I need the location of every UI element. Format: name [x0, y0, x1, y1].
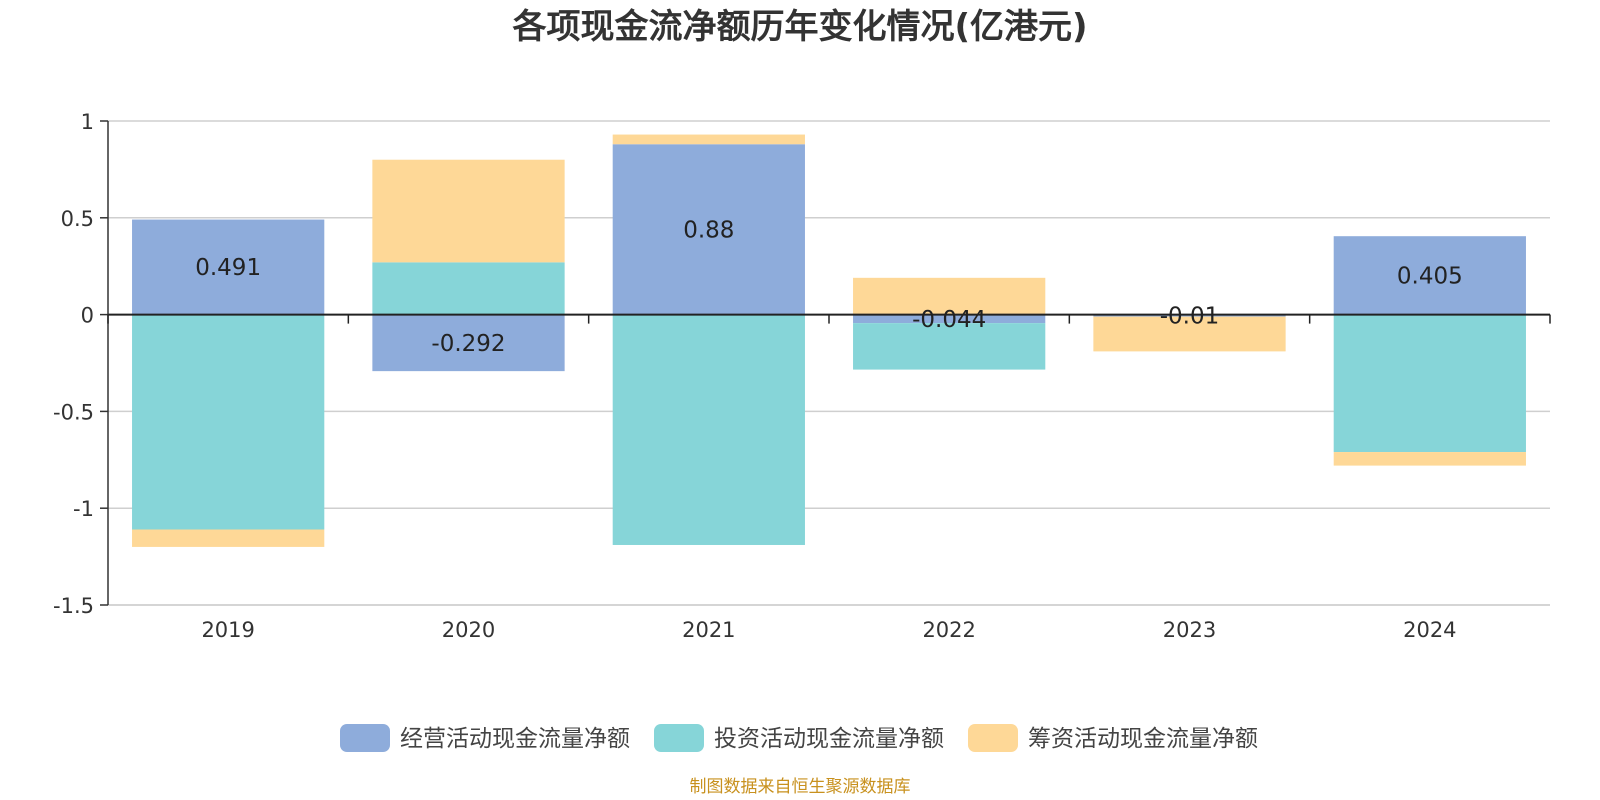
bar-series-2-2023[interactable]: [1093, 316, 1286, 352]
chart-title: 各项现金流净额历年变化情况(亿港元): [512, 7, 1087, 47]
data-label-2021: 0.88: [683, 217, 734, 243]
legend-swatch: [340, 724, 390, 752]
bar-series-2-2020[interactable]: [372, 159, 565, 263]
legend-item-2[interactable]: 筹资活动现金流量净额: [968, 724, 1258, 752]
legend-label: 筹资活动现金流量净额: [1028, 726, 1258, 752]
bar-series-1-2022[interactable]: [853, 323, 1046, 370]
y-tick-label: 0: [81, 304, 94, 328]
legend-label: 投资活动现金流量净额: [714, 726, 944, 752]
legend-item-0[interactable]: 经营活动现金流量净额: [340, 724, 630, 752]
bar-series-1-2020[interactable]: [372, 262, 565, 315]
source-text: 制图数据来自恒生聚源数据库: [690, 777, 911, 797]
y-tick-label: 0.5: [61, 207, 94, 231]
data-label-2022: -0.044: [912, 307, 986, 333]
legend-swatch: [968, 724, 1018, 752]
y-tick-label: -1.5: [53, 594, 94, 618]
bar-series-2-2024[interactable]: [1333, 452, 1526, 466]
legend[interactable]: 经营活动现金流量净额 投资活动现金流量净额 筹资活动现金流量净额: [340, 724, 1258, 752]
y-tick-label: 1: [81, 110, 94, 134]
bar-series-0-2020[interactable]: [372, 314, 565, 372]
data-labels-layer: 0.491 -0.292 0.88 -0.044 -0.01 0.405: [195, 217, 1463, 356]
x-tick-label-2022: 2022: [922, 618, 975, 642]
bar-series-0-2021[interactable]: [612, 144, 805, 315]
x-tick-label-2020: 2020: [442, 618, 495, 642]
x-tick-label-2019: 2019: [201, 618, 254, 642]
bar-series-1-2024[interactable]: [1333, 314, 1526, 453]
data-label-2020: -0.292: [431, 331, 505, 357]
legend-label: 经营活动现金流量净额: [400, 726, 630, 752]
bar-series-1-2021[interactable]: [612, 314, 805, 545]
x-tick-label-2023: 2023: [1163, 618, 1216, 642]
bar-series-0-2019[interactable]: [132, 219, 325, 315]
legend-item-1[interactable]: 投资活动现金流量净额: [654, 724, 944, 752]
x-tick-label-2021: 2021: [682, 618, 735, 642]
x-tick-label-2024: 2024: [1403, 618, 1456, 642]
bar-series-1-2019[interactable]: [132, 314, 325, 530]
bar-series-0-2024[interactable]: [1333, 236, 1526, 315]
axes-layer: 2019 2020 2021 2022 2023 2024: [107, 121, 1551, 642]
y-tick-label: -1: [73, 497, 94, 521]
data-label-2019: 0.491: [195, 255, 261, 281]
bar-series-2-2019[interactable]: [132, 529, 325, 547]
legend-swatch: [654, 724, 704, 752]
bar-series-2-2021[interactable]: [612, 134, 805, 145]
bar-series-2-2022[interactable]: [853, 277, 1046, 315]
y-tick-label: -0.5: [53, 400, 94, 424]
bar-series-0-2022[interactable]: [853, 314, 1046, 324]
bars-layer: [132, 134, 1526, 547]
data-label-2023: -0.01: [1160, 304, 1220, 330]
data-label-2024: 0.405: [1397, 263, 1463, 289]
